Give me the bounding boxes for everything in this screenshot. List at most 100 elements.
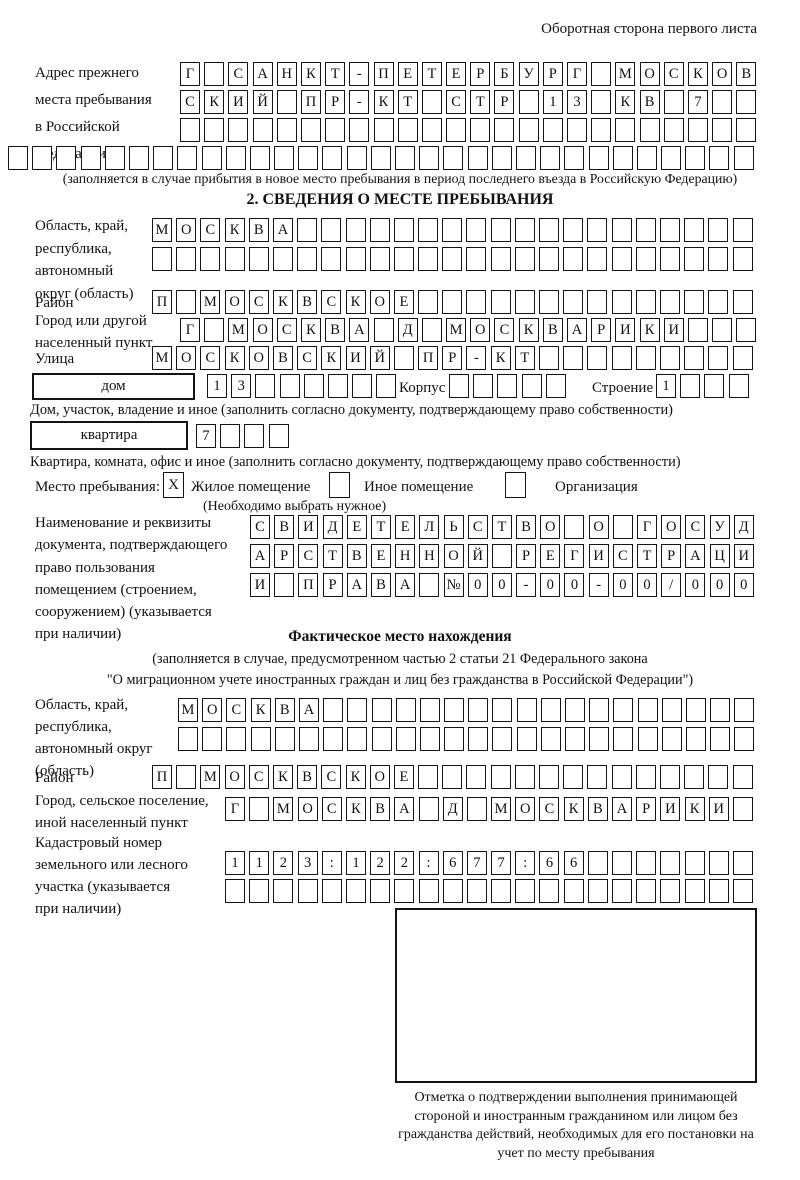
grid-cell[interactable]: Р (322, 573, 343, 597)
grid-cell[interactable] (249, 879, 270, 903)
grid-cell[interactable] (565, 698, 585, 722)
grid-cell[interactable] (684, 851, 705, 875)
grid-cell[interactable] (492, 698, 513, 722)
grid-cell[interactable] (684, 290, 705, 314)
grid-cell[interactable] (204, 318, 225, 342)
grid-cell[interactable]: С (297, 346, 318, 370)
grid-cell[interactable] (591, 90, 612, 114)
grid-cell[interactable]: 7 (196, 424, 216, 448)
grid-cell[interactable] (587, 247, 608, 271)
grid-cell[interactable]: Р (494, 90, 515, 114)
grid-cell[interactable] (615, 118, 636, 142)
grid-cell[interactable]: Е (370, 544, 391, 568)
grid-cell[interactable] (518, 90, 539, 114)
grid-cell[interactable]: Й (369, 346, 390, 370)
grid-cell[interactable] (540, 146, 561, 170)
grid-cell[interactable]: С (228, 62, 249, 86)
grid-cell[interactable]: А (612, 797, 632, 821)
grid-cell[interactable] (490, 218, 511, 242)
grid-cell[interactable] (327, 374, 348, 398)
grid-cell[interactable]: В (274, 515, 295, 539)
grid-cell[interactable]: 1 (249, 851, 270, 875)
grid-cell[interactable] (612, 879, 632, 903)
grid-cell[interactable] (736, 318, 757, 342)
grid-cell[interactable]: - (349, 90, 370, 114)
grid-cell[interactable]: Д (442, 797, 463, 821)
grid-cell[interactable] (564, 146, 585, 170)
grid-cell[interactable] (637, 727, 658, 751)
grid-cell[interactable] (345, 879, 366, 903)
grid-cell[interactable]: С (685, 515, 706, 539)
grid-cell[interactable]: И (588, 544, 609, 568)
grid-cell[interactable] (371, 698, 392, 722)
grid-cell[interactable] (276, 118, 297, 142)
grid-cell[interactable] (490, 247, 511, 271)
grid-cell[interactable]: Е (393, 765, 414, 789)
grid-cell[interactable] (542, 118, 563, 142)
grid-cell[interactable] (514, 290, 535, 314)
grid-cell[interactable] (419, 698, 440, 722)
grid-cell[interactable]: О (661, 515, 682, 539)
grid-cell[interactable] (635, 290, 656, 314)
grid-cell[interactable]: Н (395, 544, 416, 568)
grid-cell[interactable] (736, 90, 757, 114)
grid-cell[interactable] (661, 698, 682, 722)
grid-cell[interactable] (249, 797, 270, 821)
grid-cell[interactable] (395, 698, 416, 722)
grid-cell[interactable]: О (470, 318, 491, 342)
grid-cell[interactable]: У (709, 515, 730, 539)
grid-cell[interactable] (200, 247, 221, 271)
grid-cell[interactable] (732, 218, 753, 242)
grid-cell[interactable] (104, 146, 125, 170)
grid-cell[interactable]: К (687, 62, 708, 86)
grid-cell[interactable] (708, 247, 729, 271)
grid-cell[interactable]: С (467, 515, 488, 539)
grid-cell[interactable] (418, 797, 439, 821)
grid-cell[interactable] (514, 247, 535, 271)
grid-cell[interactable] (347, 727, 368, 751)
grid-cell[interactable]: И (663, 318, 684, 342)
grid-cell[interactable]: А (394, 797, 415, 821)
grid-cell[interactable]: Р (542, 62, 563, 86)
grid-cell[interactable] (636, 146, 657, 170)
grid-cell[interactable]: Ц (709, 544, 730, 568)
grid-cell[interactable]: - (516, 573, 537, 597)
grid-cell[interactable] (712, 90, 733, 114)
grid-cell[interactable] (250, 727, 271, 751)
grid-cell[interactable]: О (369, 765, 390, 789)
grid-cell[interactable] (492, 727, 513, 751)
grid-cell[interactable]: В (248, 218, 269, 242)
grid-cell[interactable]: № (443, 573, 464, 597)
grid-cell[interactable]: 7 (687, 90, 708, 114)
grid-cell[interactable]: Й (252, 90, 273, 114)
grid-cell[interactable]: И (298, 515, 319, 539)
grid-cell[interactable]: С (226, 698, 247, 722)
grid-cell[interactable] (659, 218, 680, 242)
grid-cell[interactable] (588, 146, 609, 170)
grid-cell[interactable]: В (639, 90, 660, 114)
grid-cell[interactable] (589, 727, 610, 751)
grid-cell[interactable]: Е (395, 515, 416, 539)
grid-cell[interactable]: 0 (685, 573, 706, 597)
grid-cell[interactable] (298, 146, 319, 170)
grid-cell[interactable]: С (321, 765, 342, 789)
grid-cell[interactable] (611, 247, 632, 271)
grid-cell[interactable] (274, 146, 295, 170)
grid-cell[interactable] (268, 424, 289, 448)
grid-cell[interactable]: А (346, 573, 367, 597)
grid-cell[interactable] (128, 146, 149, 170)
grid-cell[interactable]: К (272, 765, 293, 789)
grid-cell[interactable]: С (321, 797, 342, 821)
grid-cell[interactable]: 2 (394, 851, 415, 875)
grid-cell[interactable] (708, 346, 729, 370)
grid-cell[interactable]: К (224, 346, 245, 370)
grid-cell[interactable]: : (515, 851, 536, 875)
grid-cell[interactable]: К (224, 218, 245, 242)
grid-cell[interactable]: А (298, 698, 319, 722)
grid-cell[interactable]: Р (274, 544, 295, 568)
grid-cell[interactable]: О (443, 544, 464, 568)
grid-cell[interactable] (491, 146, 512, 170)
grid-cell[interactable] (349, 118, 370, 142)
grid-cell[interactable]: 6 (442, 851, 463, 875)
grid-cell[interactable] (395, 727, 416, 751)
